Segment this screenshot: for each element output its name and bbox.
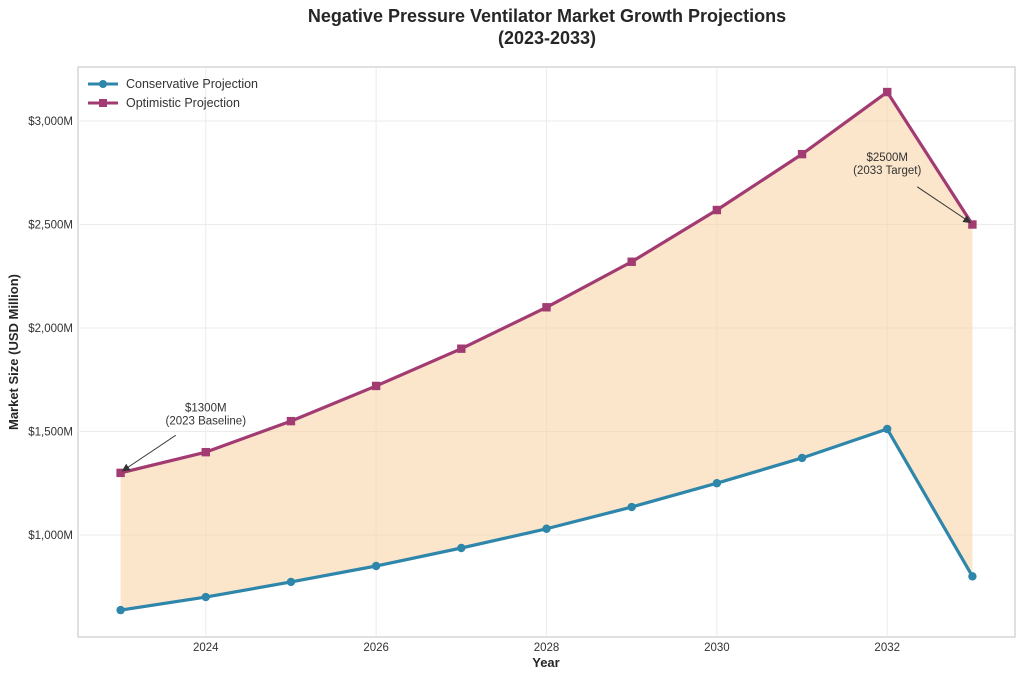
data-point-optimistic	[883, 87, 892, 97]
data-point-conservative	[371, 561, 381, 571]
legend-label-conservative: Conservative Projection	[126, 77, 258, 91]
series-markers	[116, 87, 977, 615]
y-tick-label: $3,000M	[28, 116, 73, 128]
fill-between-polygon	[120, 92, 973, 611]
data-point-conservative	[457, 543, 466, 553]
data-point-optimistic	[712, 205, 722, 215]
legend-item-optimistic[interactable]: Optimistic Projection	[88, 96, 240, 110]
y-tick-label: $2,000M	[28, 323, 73, 335]
y-axis-label: Market Size (USD Million)	[6, 274, 21, 430]
data-point-optimistic	[286, 416, 296, 426]
chart-subtitle: (2023-2033)	[498, 28, 596, 48]
x-tick-labels: 2024 2026 2028 2030 2032	[193, 642, 900, 654]
annotation-text: (2033 Target)	[853, 165, 921, 177]
legend-marker-circle-icon	[99, 80, 107, 88]
y-tick-labels: $1,000M $1,500M $2,000M $2,500M $3,000M	[28, 116, 73, 542]
y-tick-label: $2,500M	[28, 220, 73, 232]
annotation-text: $2500M	[866, 152, 908, 164]
data-point-conservative	[286, 577, 296, 587]
data-point-optimistic	[968, 220, 977, 229]
x-tick-label: 2030	[704, 642, 730, 654]
y-tick-label: $1,000M	[28, 530, 73, 542]
legend-marker-square-icon	[99, 99, 107, 107]
x-axis-label: Year	[532, 655, 559, 670]
data-point-optimistic	[627, 257, 636, 266]
data-point-conservative	[797, 453, 807, 463]
data-point-optimistic	[797, 149, 807, 159]
data-point-conservative	[201, 592, 210, 602]
annotations: $1300M(2023 Baseline) $2500M(2033 Target)	[121, 152, 972, 472]
data-point-conservative	[627, 502, 636, 512]
chart-title: Negative Pressure Ventilator Market Grow…	[308, 6, 786, 26]
annotation-text: (2023 Baseline)	[165, 415, 246, 427]
legend: Conservative Projection Optimistic Proje…	[88, 77, 258, 110]
fill-between-area	[120, 92, 973, 611]
annotation-text: $1300M	[185, 402, 227, 414]
data-point-conservative	[712, 479, 722, 488]
x-tick-label: 2032	[874, 642, 900, 654]
data-point-conservative	[542, 524, 551, 533]
x-tick-label: 2028	[534, 642, 560, 654]
data-point-optimistic	[542, 303, 551, 312]
data-point-conservative	[883, 424, 892, 434]
legend-item-conservative[interactable]: Conservative Projection	[88, 77, 258, 91]
x-tick-label: 2024	[193, 642, 219, 654]
data-point-optimistic	[371, 381, 381, 391]
legend-label-optimistic: Optimistic Projection	[126, 96, 240, 110]
data-point-conservative	[116, 605, 125, 615]
data-point-optimistic	[116, 468, 125, 478]
data-point-conservative	[968, 572, 977, 581]
y-tick-label: $1,500M	[28, 426, 73, 438]
annotation-arrow	[916, 186, 972, 224]
data-point-optimistic	[457, 344, 466, 353]
annotation-arrow	[121, 434, 177, 472]
data-point-optimistic	[201, 447, 210, 457]
x-tick-label: 2026	[363, 642, 389, 654]
